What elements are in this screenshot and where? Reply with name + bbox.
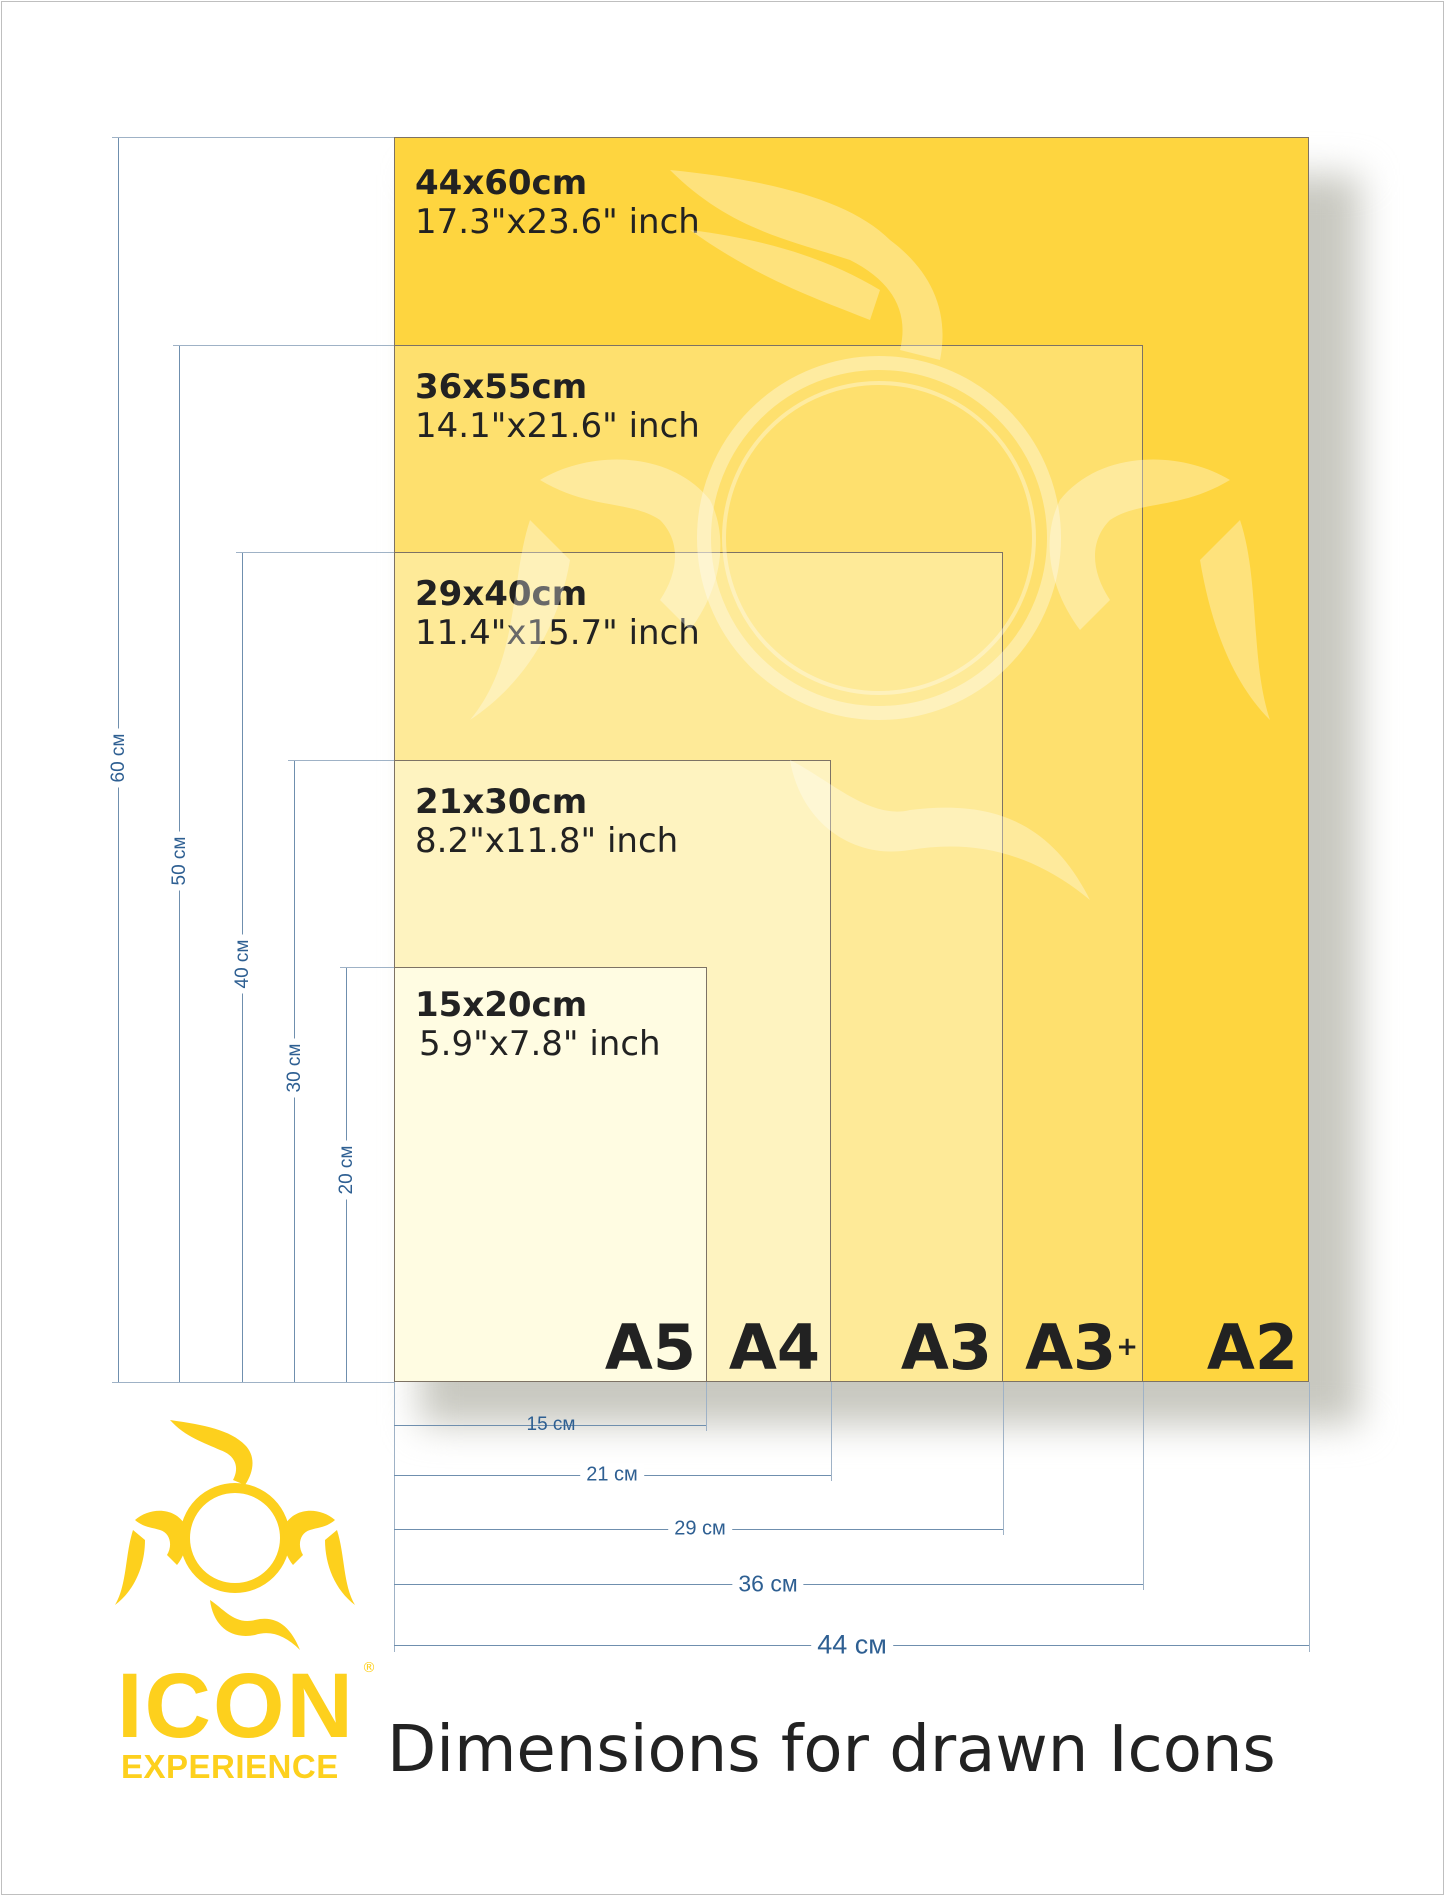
cm-size: 44x60cm bbox=[415, 163, 588, 203]
logo-icon-text: ICON bbox=[117, 1655, 355, 1757]
cm-size: 36x55cm bbox=[415, 367, 588, 407]
height-label-40: 40 см bbox=[232, 934, 254, 994]
width-label-21: 21 см bbox=[580, 1463, 644, 1487]
width-label-44: 44 см bbox=[811, 1629, 893, 1661]
extension-line bbox=[288, 760, 394, 761]
height-label-20: 20 см bbox=[336, 1140, 358, 1200]
format-a5: 15x20cm 5.9"x7.8" inch A5 bbox=[394, 967, 707, 1382]
size-name: A3 bbox=[900, 1311, 992, 1384]
extension-line bbox=[173, 345, 394, 346]
extension-line bbox=[831, 1382, 832, 1481]
extension-line bbox=[340, 967, 394, 968]
extension-line bbox=[394, 1382, 395, 1652]
size-name: A4 bbox=[728, 1311, 820, 1384]
inch-size: 5.9"x7.8" inch bbox=[419, 1024, 661, 1064]
height-label-30: 30 см bbox=[284, 1038, 306, 1098]
inch-size: 11.4"x15.7" inch bbox=[415, 613, 700, 653]
width-line-15 bbox=[394, 1425, 706, 1426]
size-name: A3 bbox=[1025, 1311, 1117, 1384]
size-suffix: + bbox=[1116, 1332, 1138, 1362]
extension-line bbox=[706, 1382, 707, 1431]
page-title: Dimensions for drawn Icons bbox=[387, 1713, 1276, 1787]
watermark-emblem-icon bbox=[470, 170, 1270, 900]
cm-size: 29x40cm bbox=[415, 574, 588, 614]
cm-size: 15x20cm bbox=[415, 985, 588, 1025]
width-label-36: 36 см bbox=[732, 1570, 804, 1598]
format-a2-label: 44x60cm 17.3"x23.6" inch bbox=[415, 164, 700, 242]
inch-size: 17.3"x23.6" inch bbox=[415, 202, 700, 242]
extension-line bbox=[1003, 1382, 1004, 1535]
extension-line bbox=[112, 1382, 394, 1383]
format-a5-label: 15x20cm 5.9"x7.8" inch bbox=[415, 986, 661, 1064]
extension-line bbox=[1309, 1382, 1310, 1652]
extension-line bbox=[1143, 1382, 1144, 1590]
format-a3plus-label: 36x55cm 14.1"x21.6" inch bbox=[415, 368, 700, 446]
width-label-15: 15 см bbox=[526, 1414, 576, 1435]
extension-line bbox=[112, 137, 394, 138]
size-name: A2 bbox=[1206, 1311, 1298, 1384]
inch-size: 8.2"x11.8" inch bbox=[415, 821, 679, 861]
format-a4-label: 21x30cm 8.2"x11.8" inch bbox=[415, 783, 678, 861]
icon-experience-emblem-icon bbox=[115, 1420, 355, 1650]
inch-size: 14.1"x21.6" inch bbox=[415, 406, 700, 446]
logo-registered-mark: ® bbox=[362, 1660, 376, 1676]
logo-experience-text: EXPERIENCE bbox=[121, 1748, 339, 1785]
cm-size: 21x30cm bbox=[415, 782, 588, 822]
extension-line bbox=[236, 552, 394, 553]
width-label-29: 29 см bbox=[668, 1517, 732, 1541]
size-name: A5 bbox=[604, 1311, 696, 1384]
height-label-60: 60 см bbox=[108, 728, 130, 788]
height-label-50: 50 см bbox=[169, 831, 191, 891]
format-a3-label: 29x40cm 11.4"x15.7" inch bbox=[415, 575, 700, 653]
